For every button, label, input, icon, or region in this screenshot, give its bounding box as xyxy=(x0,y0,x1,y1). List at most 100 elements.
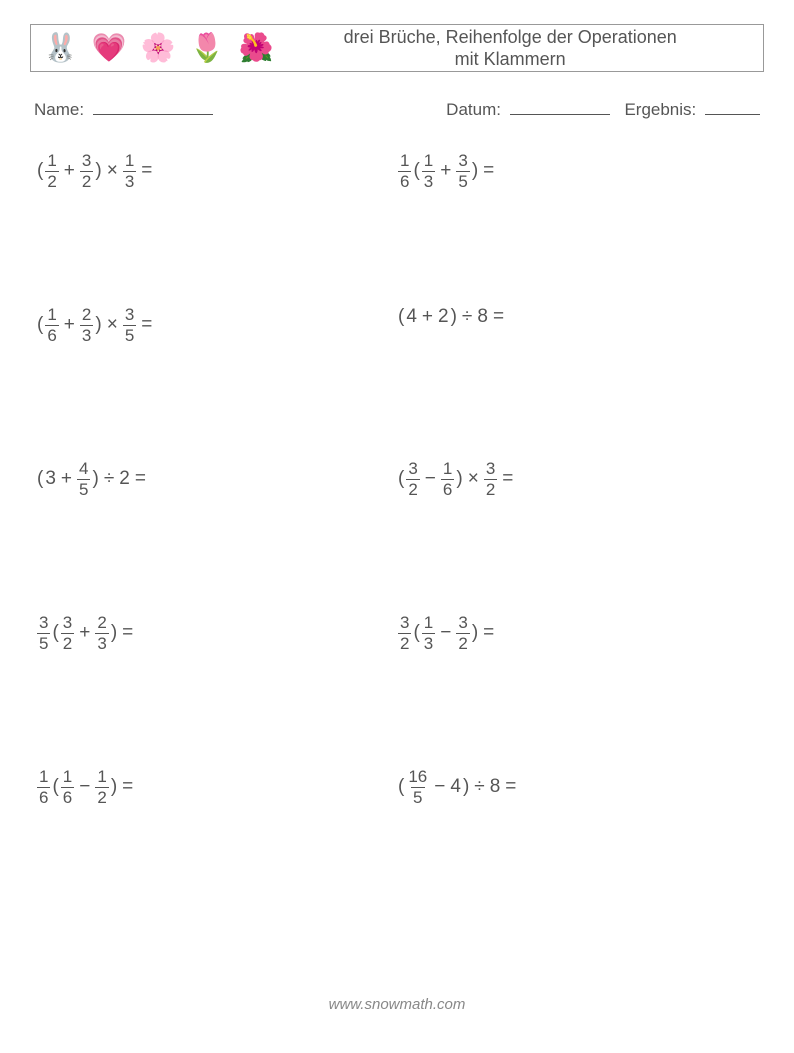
operator: = xyxy=(118,622,137,644)
operator: = xyxy=(498,468,517,490)
paren: ( xyxy=(412,160,420,182)
fraction: 13 xyxy=(123,152,136,191)
fraction-numerator: 4 xyxy=(77,460,90,479)
problems-grid: (12+32)×13=16(13+35)=(16+23)×35=(4+2)÷8=… xyxy=(30,150,764,920)
fraction: 32 xyxy=(61,614,74,653)
fraction: 12 xyxy=(95,768,108,807)
fraction-numerator: 3 xyxy=(406,460,419,479)
paren: ( xyxy=(36,314,44,336)
fraction-numerator: 2 xyxy=(95,614,108,633)
fraction: 16 xyxy=(441,460,454,499)
operator: × xyxy=(103,314,122,336)
paren: ( xyxy=(397,776,405,798)
header-icon-3: 🌷 xyxy=(190,34,225,62)
fraction-denominator: 3 xyxy=(422,171,435,191)
problem-row: (3+45)÷2=(32−16)×32= xyxy=(36,458,758,612)
paren: ) xyxy=(455,468,463,490)
header-icon-4: 🌺 xyxy=(239,34,274,62)
paren: ( xyxy=(36,160,44,182)
operator: − xyxy=(75,776,94,798)
integer: 4 xyxy=(405,306,418,328)
fraction-denominator: 2 xyxy=(95,787,108,807)
problem-row: (16+23)×35=(4+2)÷8= xyxy=(36,304,758,458)
fraction: 13 xyxy=(422,152,435,191)
fraction-denominator: 3 xyxy=(95,633,108,653)
fraction-denominator: 6 xyxy=(441,479,454,499)
name-label: Name: xyxy=(34,100,84,119)
date-label: Datum: xyxy=(446,100,501,119)
fraction: 32 xyxy=(80,152,93,191)
fraction-numerator: 1 xyxy=(398,152,411,171)
integer: 8 xyxy=(476,306,489,328)
operator: = xyxy=(137,160,156,182)
name-blank xyxy=(93,114,213,115)
fraction-numerator: 1 xyxy=(37,768,50,787)
operator: × xyxy=(464,468,483,490)
fraction-numerator: 16 xyxy=(406,768,429,787)
operator: × xyxy=(103,160,122,182)
fraction-numerator: 1 xyxy=(95,768,108,787)
fraction: 165 xyxy=(406,768,429,807)
problem-cell: (4+2)÷8= xyxy=(397,304,758,328)
paren: ( xyxy=(397,468,405,490)
date-blank xyxy=(510,114,610,115)
fraction-denominator: 5 xyxy=(77,479,90,499)
operator: = xyxy=(479,160,498,182)
operator: = xyxy=(489,306,508,328)
problem-row: 35(32+23)=32(13−32)= xyxy=(36,612,758,766)
worksheet-page: 🐰💗🌸🌷🌺 drei Brüche, Reihenfolge der Opera… xyxy=(0,0,794,1053)
paren: ) xyxy=(471,160,479,182)
operator: = xyxy=(479,622,498,644)
fraction: 45 xyxy=(77,460,90,499)
fraction-numerator: 3 xyxy=(484,460,497,479)
integer: 3 xyxy=(44,468,57,490)
operator: = xyxy=(137,314,156,336)
fraction-denominator: 6 xyxy=(398,171,411,191)
operator: = xyxy=(118,776,137,798)
fraction-denominator: 6 xyxy=(61,787,74,807)
header-icon-2: 🌸 xyxy=(141,34,176,62)
fraction-denominator: 2 xyxy=(45,171,58,191)
operator: − xyxy=(436,622,455,644)
meta-row: Name: Datum: Ergebnis: xyxy=(30,100,764,120)
fraction-numerator: 1 xyxy=(422,614,435,633)
paren: ) xyxy=(462,776,470,798)
operator: ÷ xyxy=(100,468,118,490)
paren: ) xyxy=(94,160,102,182)
operator: + xyxy=(75,622,94,644)
paren: ( xyxy=(397,306,405,328)
fraction-numerator: 3 xyxy=(80,152,93,171)
operator: = xyxy=(131,468,150,490)
fraction: 32 xyxy=(406,460,419,499)
fraction-numerator: 3 xyxy=(456,152,469,171)
paren: ) xyxy=(471,622,479,644)
title-line-2: mit Klammern xyxy=(455,49,566,69)
paren: ) xyxy=(450,306,458,328)
fraction-denominator: 3 xyxy=(422,633,435,653)
operator: − xyxy=(421,468,440,490)
problem-cell: (12+32)×13= xyxy=(36,150,397,191)
footer: www.snowmath.com xyxy=(0,996,794,1013)
result-blank xyxy=(705,114,760,115)
problem-cell: 16(16−12)= xyxy=(36,766,397,807)
fraction-denominator: 3 xyxy=(80,325,93,345)
fraction: 32 xyxy=(398,614,411,653)
fraction: 23 xyxy=(80,306,93,345)
paren: ) xyxy=(110,622,118,644)
footer-text: www.snowmath.com xyxy=(329,996,466,1013)
fraction-numerator: 1 xyxy=(45,306,58,325)
fraction: 13 xyxy=(422,614,435,653)
fraction-denominator: 2 xyxy=(398,633,411,653)
fraction-numerator: 3 xyxy=(61,614,74,633)
paren: ( xyxy=(51,776,59,798)
fraction: 35 xyxy=(37,614,50,653)
fraction: 12 xyxy=(45,152,58,191)
paren: ( xyxy=(36,468,44,490)
problem-row: (12+32)×13=16(13+35)= xyxy=(36,150,758,304)
fraction-denominator: 5 xyxy=(456,171,469,191)
operator: + xyxy=(60,314,79,336)
paren: ( xyxy=(51,622,59,644)
fraction: 23 xyxy=(95,614,108,653)
problem-cell: 32(13−32)= xyxy=(397,612,758,653)
paren: ) xyxy=(91,468,99,490)
